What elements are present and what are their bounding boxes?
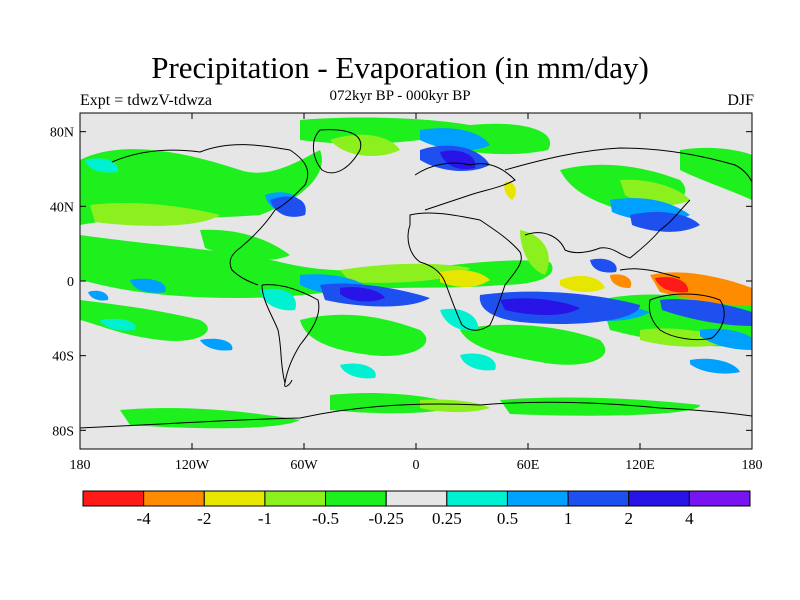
lon-tick-label: 180 [742,458,763,473]
longitude-axis: 180 120W 60W 0 60E 120E 180 [70,113,763,473]
lon-tick-label: 120E [625,458,655,473]
colorbar-label: -2 [197,509,211,528]
colorbar-swatch [325,490,387,507]
experiment-label: Expt = tdwzV-tdwza [80,92,212,109]
figure-title: Precipitation - Evaporation (in mm/day) [151,50,649,85]
latitude-axis: 80N 40N 0 40S 80S [50,126,752,439]
colorbar-swatch [143,490,205,507]
lat-tick-label: 40N [50,200,74,215]
lat-tick-label: 0 [67,275,74,290]
colorbar-label: 1 [564,509,573,528]
colorbar-swatch [264,490,327,507]
colorbar-label: -0.25 [368,509,403,528]
colorbar-swatch [203,490,266,507]
colorbar-swatch [82,490,145,507]
colorbar-swatch [446,490,508,507]
lat-tick-label: 80N [50,126,74,141]
figure-subtitle: 072kyr BP - 000kyr BP [329,88,471,104]
cyan-regions [85,158,496,379]
colorbar-swatch [385,490,448,507]
colorbar-swatch [688,490,751,507]
coastlines [80,129,752,429]
lon-tick-label: 120W [175,458,210,473]
precip-evap-field [80,113,752,449]
red-regions [655,276,689,293]
lon-tick-label: 60W [290,458,318,473]
lat-tick-label: 40S [52,350,74,365]
colorbar-label: 0.5 [497,509,518,528]
lightgreen-regions [90,134,740,413]
lon-tick-label: 180 [70,458,91,473]
colorbar-label: 0.25 [432,509,462,528]
colorbar-swatch [628,490,690,507]
colorbar-label: 4 [685,509,694,528]
colorbar-label: 2 [624,509,633,528]
season-label: DJF [727,92,754,109]
colorbar-label: -0.5 [312,509,339,528]
lon-tick-label: 60E [517,458,540,473]
lat-tick-label: 80S [52,424,74,439]
lon-tick-label: 0 [413,458,420,473]
colorbar-label: -4 [137,509,152,528]
colorbar-swatch [567,490,630,507]
colorbar-swatch [506,490,569,507]
colorbar: -4 -2 -1 -0.5 -0.25 0.25 0.5 1 2 4 [82,490,751,528]
colorbar-label: -1 [258,509,272,528]
